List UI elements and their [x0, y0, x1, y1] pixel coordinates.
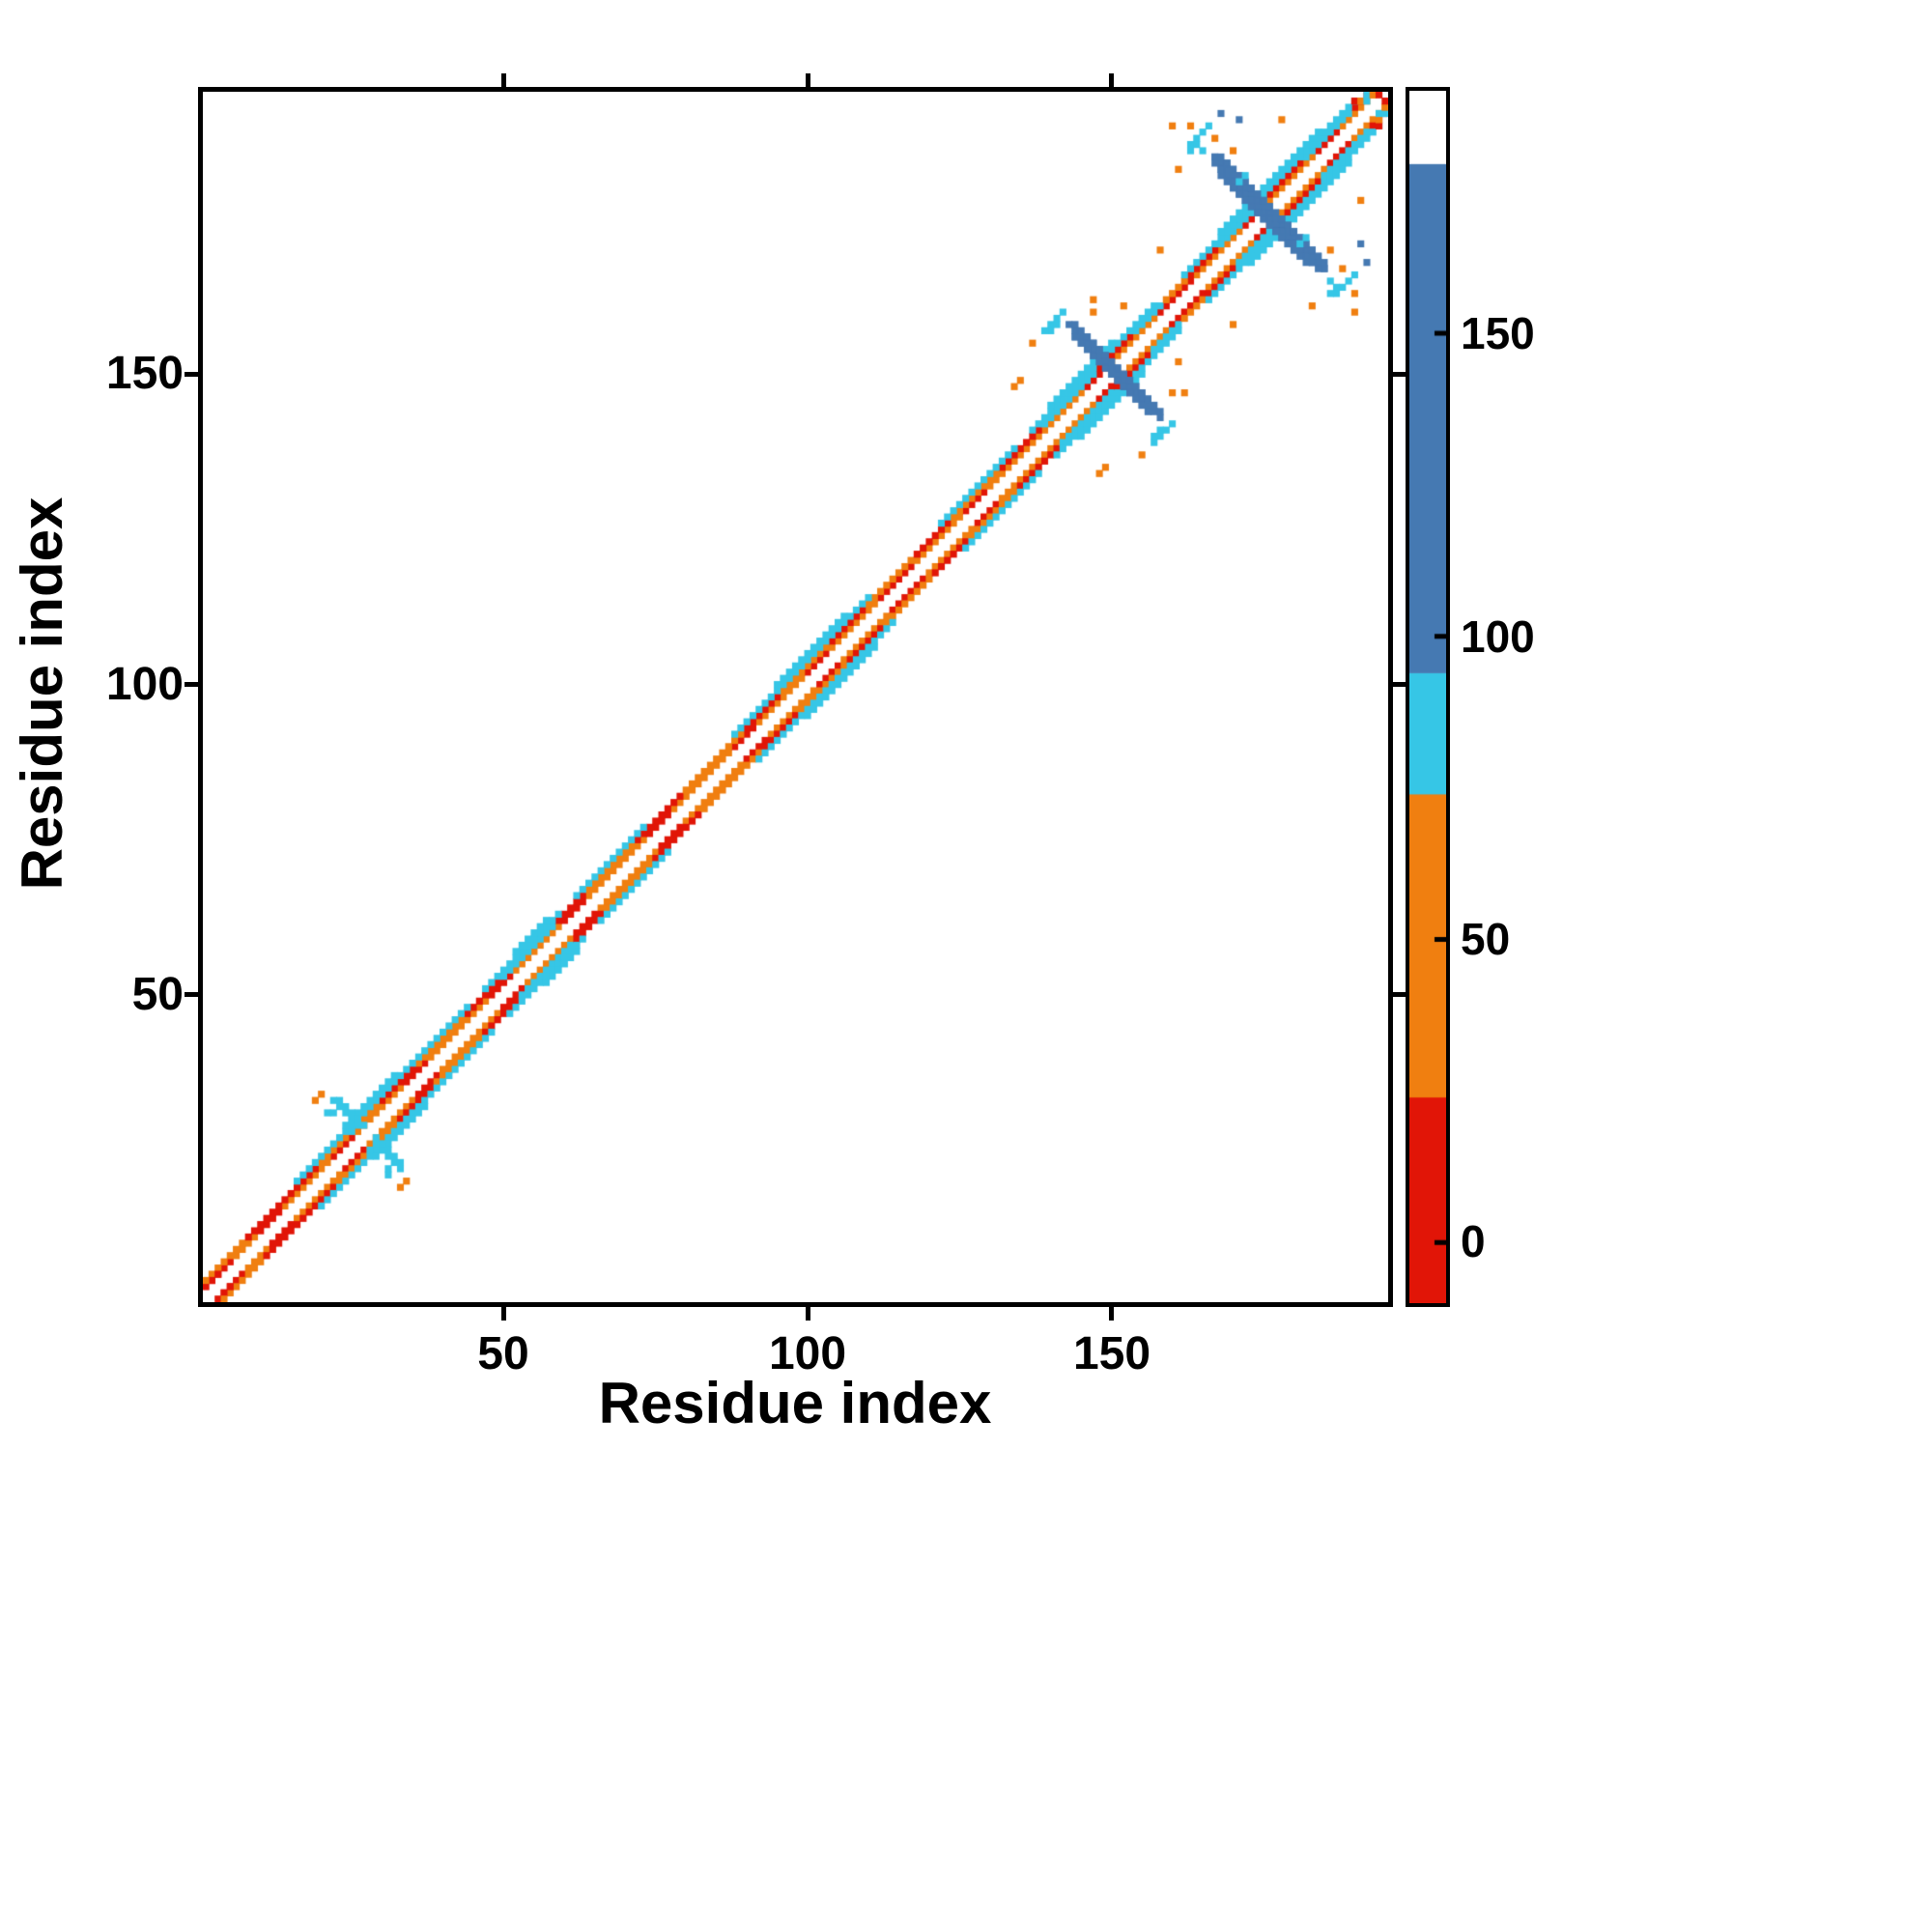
x-tick-label-100: 100	[768, 1328, 847, 1379]
x-tick-label-150: 150	[1072, 1328, 1151, 1379]
colorbar-tick-label-100: 100	[1461, 611, 1535, 662]
colorbar-canvas	[1409, 91, 1446, 1303]
y-tick-mark-left	[185, 371, 198, 377]
x-axis-label: Residue index	[598, 1371, 992, 1435]
y-tick-mark-right	[1393, 371, 1406, 377]
colorbar-tick-label-50: 50	[1461, 914, 1511, 964]
x-tick-mark-bottom	[1109, 1307, 1115, 1321]
y-tick-label-100: 100	[105, 659, 184, 710]
x-tick-mark-top	[1109, 73, 1115, 87]
colorbar-tick-label-0: 0	[1461, 1216, 1486, 1266]
y-tick-mark-right	[1393, 992, 1406, 998]
x-tick-mark-top	[500, 73, 506, 87]
y-tick-label-50: 50	[131, 969, 184, 1020]
colorbar-tick-label-150: 150	[1461, 308, 1535, 358]
x-tick-label-50: 50	[477, 1328, 529, 1379]
contact-map-canvas	[203, 92, 1388, 1302]
y-axis-label: Residue index	[10, 497, 74, 891]
y-tick-mark-right	[1393, 682, 1406, 688]
x-tick-mark-bottom	[805, 1307, 810, 1321]
y-tick-mark-left	[185, 682, 198, 688]
x-tick-mark-top	[805, 73, 810, 87]
plot-area	[198, 87, 1393, 1307]
colorbar	[1406, 87, 1450, 1307]
y-tick-label-150: 150	[105, 348, 184, 399]
x-tick-mark-bottom	[500, 1307, 506, 1321]
y-tick-mark-left	[185, 992, 198, 998]
